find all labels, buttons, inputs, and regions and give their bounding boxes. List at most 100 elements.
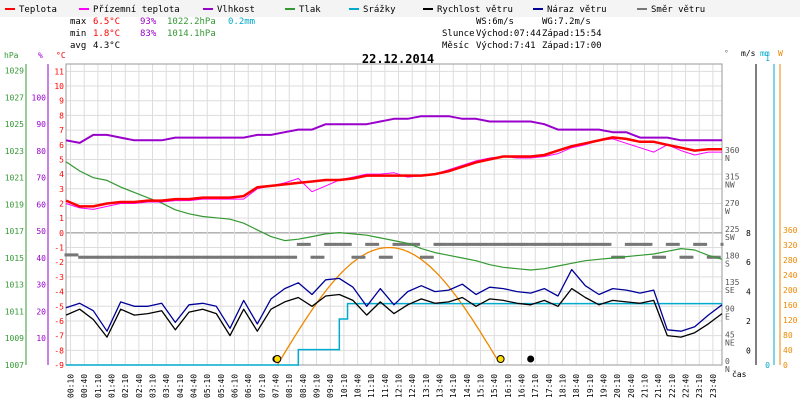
series-temperature bbox=[65, 136, 722, 208]
wind-direction-point bbox=[173, 255, 177, 259]
wind-direction-point bbox=[371, 242, 375, 246]
left-axes: 1007100910111013101510171019102110231025… bbox=[5, 64, 64, 370]
wind-direction-point bbox=[212, 255, 216, 259]
wind-direction-point bbox=[649, 242, 653, 246]
wind-direction-point bbox=[547, 242, 551, 246]
wind-direction-point bbox=[253, 255, 257, 259]
wind-direction-point bbox=[289, 255, 293, 259]
temperature-tick-label: -1 bbox=[54, 244, 64, 253]
wind-direction-point bbox=[228, 255, 232, 259]
wind-direction-point bbox=[701, 242, 705, 246]
wind-direction-point bbox=[287, 255, 291, 259]
wind-direction-point bbox=[168, 255, 172, 259]
wind-direction-point bbox=[553, 242, 557, 246]
wind-direction-point bbox=[365, 242, 369, 246]
humidity-tick-label: 80 bbox=[36, 147, 46, 156]
wind-unit: m/s bbox=[741, 49, 756, 58]
x-tick-label: 05:40 bbox=[217, 374, 226, 398]
wind-direction-point bbox=[399, 242, 403, 246]
wind-direction-point bbox=[430, 255, 434, 259]
x-tick-label: 17:40 bbox=[545, 374, 554, 398]
wind-direction-point bbox=[688, 255, 692, 259]
x-tick-label: 07:10 bbox=[258, 374, 267, 398]
wind-direction-point bbox=[203, 255, 207, 259]
wind-direction-point bbox=[572, 242, 576, 246]
legend-label: Přízemní teplota bbox=[93, 5, 180, 15]
wind-direction-point bbox=[191, 255, 195, 259]
x-tick-label: 15:10 bbox=[477, 374, 486, 398]
temperature-tick-label: 8 bbox=[59, 111, 64, 120]
humidity-tick-label: 50 bbox=[36, 227, 46, 236]
wind-direction-point bbox=[353, 255, 357, 259]
wind-direction-point bbox=[604, 242, 608, 246]
wind-direction-point bbox=[542, 242, 546, 246]
wind-direction-point bbox=[560, 242, 564, 246]
wind-direction-point bbox=[146, 255, 150, 259]
wind-direction-point bbox=[321, 255, 325, 259]
direction-tick-label: 360 bbox=[725, 146, 740, 155]
wind-direction-point bbox=[294, 255, 298, 259]
wind-direction-point bbox=[301, 242, 305, 246]
stats-avg-label: avg bbox=[70, 41, 86, 51]
wind-direction-point bbox=[283, 255, 287, 259]
temperature-unit: °C bbox=[56, 51, 66, 60]
x-tick-label: 22:40 bbox=[682, 374, 691, 398]
wind-direction-point bbox=[594, 242, 598, 246]
wind-direction-point bbox=[683, 255, 687, 259]
wind-direction-point bbox=[627, 242, 631, 246]
temperature-tick-label: -6 bbox=[54, 317, 64, 326]
wind-direction-point bbox=[119, 255, 123, 259]
wind-direction-point bbox=[255, 255, 259, 259]
wind-direction-point bbox=[488, 242, 492, 246]
series-precip bbox=[66, 302, 722, 366]
wind-direction-point bbox=[467, 242, 471, 246]
x-axis-label: čas bbox=[732, 369, 747, 379]
wind-direction-point bbox=[574, 242, 578, 246]
plot-frame bbox=[65, 63, 723, 366]
wind-direction-point bbox=[278, 255, 282, 259]
direction-tick-label: 135 bbox=[725, 278, 740, 287]
wind-direction-point bbox=[529, 242, 533, 246]
wind-direction-point bbox=[681, 255, 685, 259]
wind-direction-point bbox=[426, 255, 430, 259]
wind-direction-point bbox=[235, 255, 239, 259]
wind-direction-point bbox=[171, 255, 175, 259]
wind-direction-point bbox=[442, 242, 446, 246]
stats-max-label: max bbox=[70, 17, 87, 27]
wind-direction-point bbox=[496, 242, 500, 246]
temperature-tick-label: 7 bbox=[59, 126, 64, 135]
x-tick-label: 07:40 bbox=[272, 374, 281, 398]
direction-tick-label: 45 bbox=[725, 331, 735, 340]
wind-direction-point bbox=[556, 242, 560, 246]
wind-direction-point bbox=[422, 255, 426, 259]
wind-direction-point bbox=[504, 242, 508, 246]
direction-tick-label: N bbox=[725, 154, 730, 163]
wind-direction-point bbox=[196, 255, 200, 259]
wind-direction-point bbox=[545, 242, 549, 246]
wind-direction-point bbox=[551, 242, 555, 246]
legend-label: Rychlost větru bbox=[437, 5, 513, 15]
wind-direction-point bbox=[114, 255, 118, 259]
wind-direction-point bbox=[481, 242, 485, 246]
pressure-tick-label: 1007 bbox=[5, 361, 24, 370]
direction-tick-label: SW bbox=[725, 233, 735, 242]
x-tick-label: 23:40 bbox=[709, 374, 718, 398]
wind-direction-point bbox=[565, 242, 569, 246]
x-tick-label: 23:10 bbox=[695, 374, 704, 398]
humidity-tick-label: 90 bbox=[36, 120, 46, 129]
wind-direction-point bbox=[558, 242, 562, 246]
wind-direction-point bbox=[652, 255, 656, 259]
wind-direction-point bbox=[98, 255, 102, 259]
direction-tick-label: N bbox=[725, 365, 730, 374]
wind-direction-point bbox=[383, 255, 387, 259]
wind-direction-point bbox=[645, 242, 649, 246]
wind-tick-label: 8 bbox=[746, 229, 751, 238]
wind-direction-point bbox=[299, 242, 303, 246]
wind-tick-label: 6 bbox=[746, 258, 751, 267]
wind-tick-label: 2 bbox=[746, 317, 751, 326]
wind-direction-point bbox=[599, 242, 603, 246]
wind-direction-point bbox=[221, 255, 225, 259]
temperature-tick-label: 11 bbox=[54, 67, 64, 76]
direction-tick-label: S bbox=[725, 260, 730, 269]
wind-direction-point bbox=[209, 255, 213, 259]
